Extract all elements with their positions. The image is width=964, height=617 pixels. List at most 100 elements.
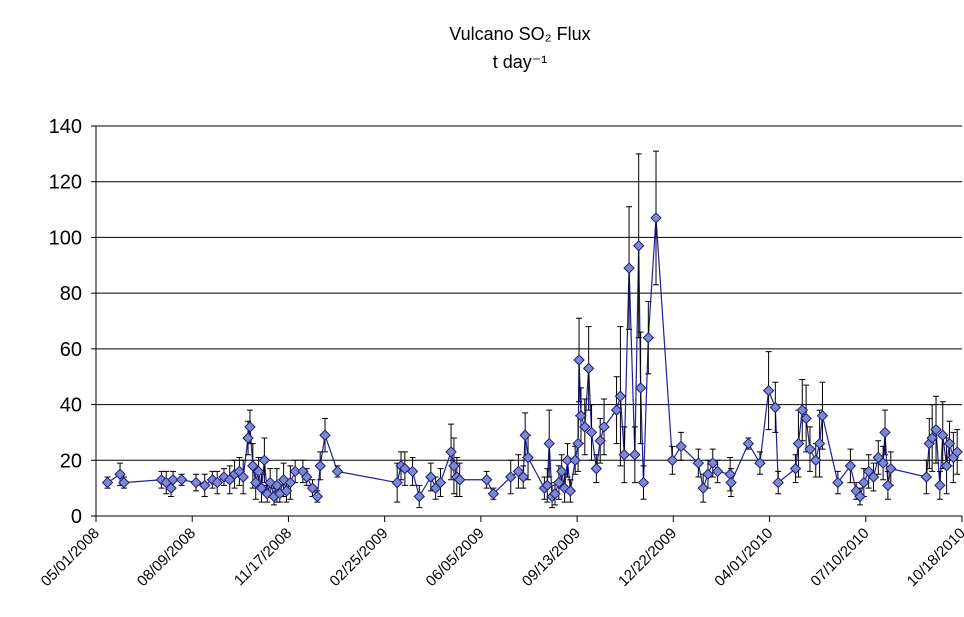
- y-tick-label: 140: [49, 116, 82, 138]
- data-point: [569, 454, 581, 466]
- data-point: [598, 421, 610, 433]
- data-point: [413, 490, 426, 503]
- data-point: [804, 443, 816, 455]
- data-point: [252, 465, 265, 478]
- data-point: [810, 454, 822, 466]
- data-point: [311, 490, 324, 503]
- chart-subtitle: t day⁻¹: [493, 52, 548, 72]
- y-tick-label: 80: [60, 283, 82, 305]
- x-tick-label: 06/05/2009: [423, 525, 488, 590]
- data-point: [796, 404, 808, 416]
- data-point: [623, 262, 635, 274]
- data-point: [258, 454, 271, 466]
- x-tick-label: 10/18/2010: [904, 525, 964, 590]
- data-point: [650, 212, 662, 224]
- data-point: [175, 474, 188, 486]
- data-point: [505, 471, 517, 483]
- data-point: [575, 410, 587, 422]
- data-point: [762, 384, 775, 397]
- data-point: [697, 482, 709, 494]
- data-point: [610, 404, 623, 416]
- y-tick-label: 20: [60, 450, 82, 472]
- data-point: [632, 240, 645, 252]
- data-point: [844, 460, 857, 472]
- data-point: [301, 471, 313, 483]
- data-point: [289, 465, 301, 478]
- x-tick-label: 11/17/2008: [231, 525, 295, 589]
- data-point: [707, 457, 719, 469]
- data-point: [425, 471, 437, 483]
- series-line: [107, 217, 958, 499]
- data-point: [702, 468, 714, 480]
- data-point: [480, 474, 493, 486]
- data-point: [406, 465, 419, 478]
- data-point: [280, 485, 293, 497]
- data-point: [816, 410, 829, 422]
- data-point: [879, 426, 891, 439]
- data-point: [165, 482, 177, 494]
- data-point: [211, 476, 223, 489]
- data-point: [885, 462, 897, 475]
- data-point: [854, 490, 866, 503]
- y-tick-label: 100: [49, 227, 82, 249]
- data-point: [517, 471, 529, 483]
- data-point: [242, 432, 254, 444]
- x-tick-label: 07/10/2010: [807, 525, 872, 590]
- data-point: [218, 471, 230, 483]
- data-point: [250, 476, 262, 489]
- x-tick-label: 02/25/2009: [326, 525, 391, 590]
- data-point: [937, 429, 949, 441]
- data-point: [769, 401, 782, 414]
- data-point: [585, 426, 598, 439]
- data-point: [772, 476, 784, 489]
- data-point: [553, 476, 565, 489]
- data-point: [199, 479, 211, 492]
- data-point: [800, 412, 812, 425]
- data-point: [813, 437, 826, 450]
- data-point: [867, 471, 880, 483]
- data-point: [448, 460, 460, 472]
- data-point: [487, 488, 500, 500]
- data-point: [391, 476, 403, 489]
- data-point: [877, 457, 889, 469]
- y-tick-label: 40: [60, 395, 82, 417]
- data-point: [637, 476, 650, 489]
- data-point: [519, 429, 531, 441]
- data-point: [167, 474, 179, 486]
- data-point: [675, 440, 687, 453]
- data-point: [711, 465, 724, 478]
- data-point: [789, 462, 802, 475]
- chart-title: Vulcano SO₂ Flux: [449, 24, 590, 44]
- data-point: [920, 471, 933, 483]
- data-point: [549, 488, 561, 500]
- data-point: [634, 382, 647, 394]
- data-point: [331, 465, 344, 478]
- data-point: [951, 446, 963, 458]
- data-point: [564, 485, 577, 497]
- data-point: [261, 488, 273, 500]
- data-point: [541, 479, 553, 492]
- data-point: [155, 474, 168, 486]
- data-point: [247, 460, 259, 472]
- x-tick-label: 04/01/2010: [711, 525, 776, 590]
- data-point: [594, 435, 606, 447]
- data-point: [582, 362, 595, 375]
- x-tick-label: 08/09/2008: [134, 525, 199, 590]
- y-tick-label: 120: [49, 172, 82, 194]
- data-point: [237, 471, 249, 483]
- x-tick-label: 05/01/2008: [38, 525, 103, 590]
- data-point: [114, 468, 126, 480]
- data-point: [319, 429, 331, 441]
- data-point: [926, 432, 938, 444]
- data-point: [614, 390, 627, 402]
- data-point: [590, 462, 603, 475]
- data-point: [206, 474, 219, 486]
- data-point: [306, 482, 319, 494]
- data-point: [314, 460, 326, 472]
- data-point: [666, 454, 679, 466]
- data-point: [543, 437, 555, 450]
- data-point: [118, 476, 130, 489]
- data-point: [940, 460, 953, 472]
- data-point: [244, 421, 256, 433]
